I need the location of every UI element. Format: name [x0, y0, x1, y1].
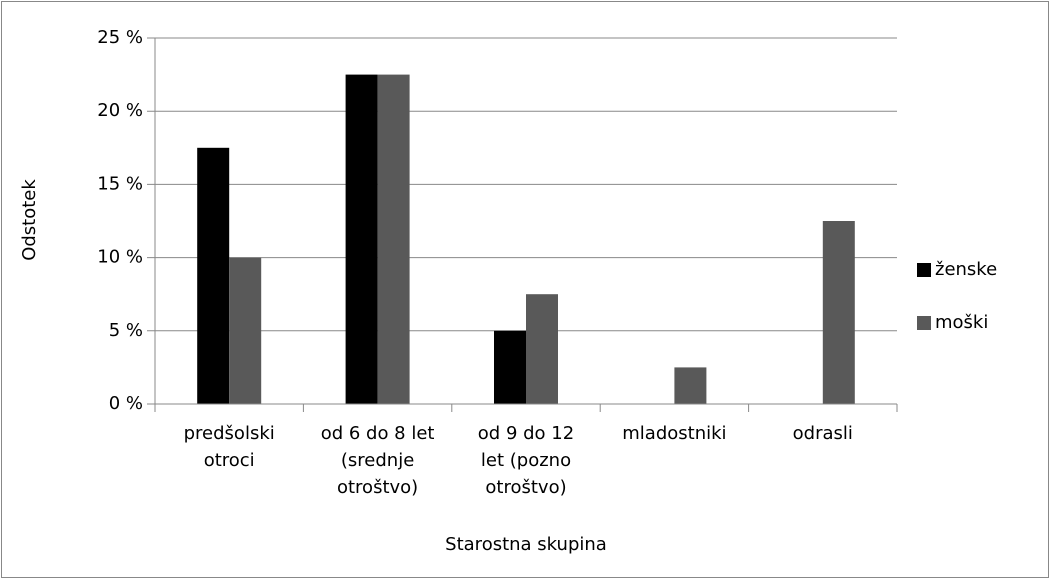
x-tick-label: mladostniki — [622, 423, 727, 444]
bar — [197, 147, 230, 405]
y-tick-label: 20 % — [97, 100, 143, 121]
bar — [377, 74, 410, 404]
y-tick-label: 10 % — [97, 247, 143, 268]
x-tick-label: od 6 do 8 let (srednje otroštvo) — [320, 423, 435, 498]
x-tick-label: od 9 do 12 let (pozno otroštvo) — [477, 423, 575, 498]
legend-label: moški — [935, 312, 988, 333]
y-axis-title: Odstotek — [19, 179, 40, 261]
y-tick-label: 0 % — [109, 393, 143, 414]
legend-swatch — [917, 263, 931, 277]
x-axis-title: Starostna skupina — [445, 534, 607, 555]
legend-label: ženske — [935, 259, 997, 280]
y-tick-label: 15 % — [97, 173, 143, 194]
x-tick-label: predšolski otroci — [183, 423, 275, 471]
bar — [674, 367, 707, 404]
y-tick-label: 25 % — [97, 27, 143, 48]
bar — [345, 74, 378, 404]
legend-swatch — [917, 316, 931, 330]
bar — [494, 330, 526, 404]
y-tick-label: 5 % — [109, 320, 143, 341]
bar — [526, 294, 558, 404]
x-tick-label: odrasli — [792, 423, 853, 444]
bar — [229, 257, 262, 404]
bar — [822, 221, 855, 404]
